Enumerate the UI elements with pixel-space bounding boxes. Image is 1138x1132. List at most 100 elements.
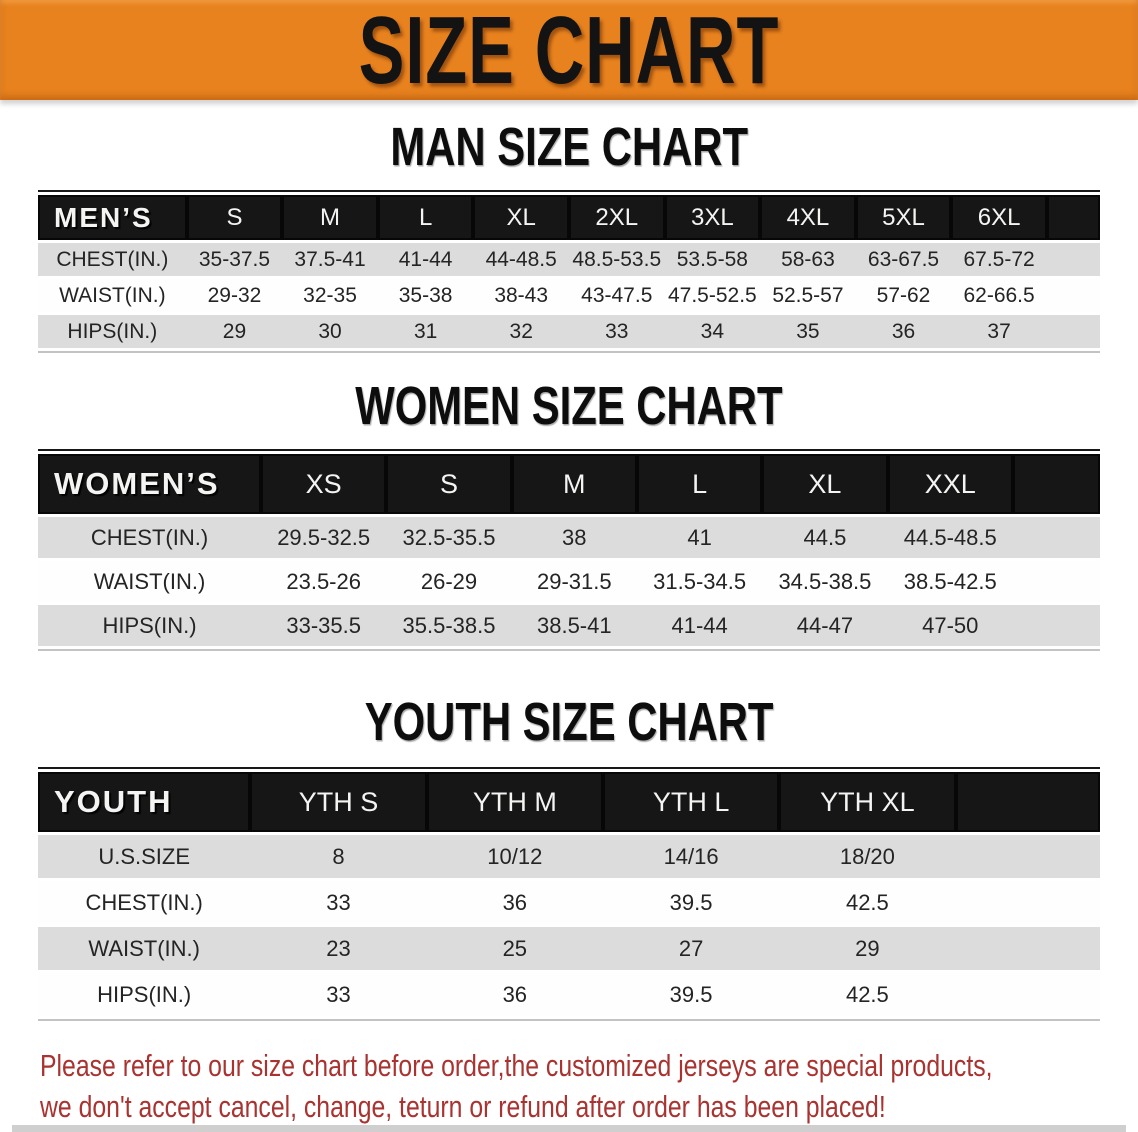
size-header-cell: M [282,195,378,240]
measurement-value-cell: 30 [282,315,378,348]
bottom-divider [12,1125,1126,1132]
measurement-value-cell: 41-44 [636,605,763,646]
spacer-cell [1012,605,1100,646]
measurement-label-cell: HIPS(IN.) [38,315,187,348]
measurement-value-cell: 14/16 [602,835,780,878]
youth-chest-row: CHEST(IN.) 33 36 39.5 42.5 [38,881,1100,924]
measurement-label-cell: U.S.SIZE [38,835,251,878]
measurement-value-cell: 34.5-38.5 [762,561,888,602]
size-header-cell: YTH S [250,772,427,832]
youth-hips-row: HIPS(IN.) 33 36 39.5 42.5 [38,973,1100,1016]
measurement-label-cell: HIPS(IN.) [38,973,251,1016]
size-header-cell: YTH L [602,772,780,832]
size-header-cell: XL [762,454,888,514]
size-header-cell: YTH M [426,772,603,832]
measurement-value-cell: 53.5-58 [664,243,761,276]
spacer-cell [955,973,1100,1016]
measurement-value-cell: 44.5 [762,517,888,558]
measurement-label-cell: CHEST(IN.) [38,517,262,558]
women-table-label: WOMEN’S [38,454,262,514]
measurement-value-cell: 36 [426,973,603,1016]
measurement-value-cell: 43-47.5 [568,279,665,312]
men-size-table: MEN’S S M L XL 2XL 3XL 4XL 5XL 6XL CHEST… [38,190,1100,353]
youth-size-chart-heading: YOUTH SIZE CHART [364,692,774,753]
women-waist-row: WAIST(IN.) 23.5-26 26-29 29-31.5 31.5-34… [38,561,1100,602]
women-hips-row: HIPS(IN.) 33-35.5 35.5-38.5 38.5-41 41-4… [38,605,1100,646]
measurement-value-cell: 58-63 [760,243,856,276]
measurement-value-cell: 47.5-52.5 [664,279,761,312]
measurement-value-cell: 41-44 [377,243,474,276]
measurement-value-cell: 38-43 [473,279,569,312]
measurement-value-cell: 38.5-41 [511,605,637,646]
measurement-value-cell: 29-31.5 [511,561,637,602]
men-hips-row: HIPS(IN.) 29 30 31 32 33 34 35 36 37 [38,315,1100,348]
measurement-value-cell: 23 [250,927,427,970]
size-header-cell: L [636,454,763,514]
measurement-value-cell: 62-66.5 [951,279,1047,312]
spacer-cell [955,927,1100,970]
measurement-value-cell: 36 [426,881,603,924]
measurement-label-cell: CHEST(IN.) [38,243,187,276]
measurement-label-cell: HIPS(IN.) [38,605,262,646]
disclaimer-line-1: Please refer to our size chart before or… [40,1048,993,1083]
measurement-value-cell: 39.5 [602,973,780,1016]
size-header-cell: M [511,454,637,514]
disclaimer-note: Please refer to our size chart before or… [0,1045,1138,1127]
spacer-cell [955,772,1100,832]
spacer-cell [955,881,1100,924]
measurement-value-cell: 47-50 [887,605,1013,646]
youth-waist-row: WAIST(IN.) 23 25 27 29 [38,927,1100,970]
measurement-label-cell: WAIST(IN.) [38,279,187,312]
measurement-value-cell: 44-48.5 [473,243,569,276]
measurement-value-cell: 35 [760,315,856,348]
measurement-value-cell: 44-47 [762,605,888,646]
measurement-value-cell: 8 [250,835,427,878]
measurement-value-cell: 29.5-32.5 [261,517,387,558]
measurement-value-cell: 42.5 [779,881,956,924]
measurement-value-cell: 37.5-41 [282,243,378,276]
man-size-section-heading-wrap: MAN SIZE CHART [0,121,1138,175]
measurement-value-cell: 67.5-72 [951,243,1047,276]
spacer-cell [1012,454,1100,514]
measurement-value-cell: 35-38 [377,279,474,312]
measurement-value-cell: 32 [473,315,569,348]
measurement-label-cell: CHEST(IN.) [38,881,251,924]
spacer-cell [955,835,1100,878]
man-size-chart-heading: MAN SIZE CHART [390,117,748,178]
measurement-value-cell: 29-32 [186,279,283,312]
measurement-value-cell: 57-62 [855,279,952,312]
youth-table-label: YOUTH [38,772,251,832]
measurement-value-cell: 32-35 [282,279,378,312]
measurement-value-cell: 29 [779,927,956,970]
measurement-value-cell: 33 [250,881,427,924]
size-chart-banner: SIZE CHART [0,0,1138,104]
measurement-value-cell: 38 [511,517,637,558]
size-header-cell: 5XL [855,195,952,240]
size-header-cell: XL [473,195,569,240]
measurement-value-cell: 31 [377,315,474,348]
measurement-label-cell: WAIST(IN.) [38,561,262,602]
size-header-cell: XXL [887,454,1013,514]
measurement-value-cell: 52.5-57 [760,279,856,312]
women-size-chart-heading: WOMEN SIZE CHART [355,376,783,437]
measurement-value-cell: 35.5-38.5 [386,605,512,646]
size-header-cell: 6XL [951,195,1047,240]
spacer-cell [1046,195,1100,240]
measurement-value-cell: 34 [664,315,761,348]
spacer-cell [1012,517,1100,558]
measurement-value-cell: 39.5 [602,881,780,924]
measurement-value-cell: 48.5-53.5 [568,243,665,276]
youth-header-row: YOUTH YTH S YTH M YTH L YTH XL [38,772,1100,832]
spacer-cell [1012,561,1100,602]
youth-ussize-row: U.S.SIZE 8 10/12 14/16 18/20 [38,835,1100,878]
measurement-value-cell: 18/20 [779,835,956,878]
measurement-value-cell: 36 [855,315,952,348]
size-header-cell: 2XL [568,195,665,240]
women-size-section-heading-wrap: WOMEN SIZE CHART [0,380,1138,434]
measurement-value-cell: 33 [250,973,427,1016]
men-header-row: MEN’S S M L XL 2XL 3XL 4XL 5XL 6XL [38,195,1100,240]
measurement-value-cell: 35-37.5 [186,243,283,276]
women-size-table: WOMEN’S XS S M L XL XXL CHEST(IN.) 29.5-… [38,449,1100,651]
measurement-value-cell: 33-35.5 [261,605,387,646]
